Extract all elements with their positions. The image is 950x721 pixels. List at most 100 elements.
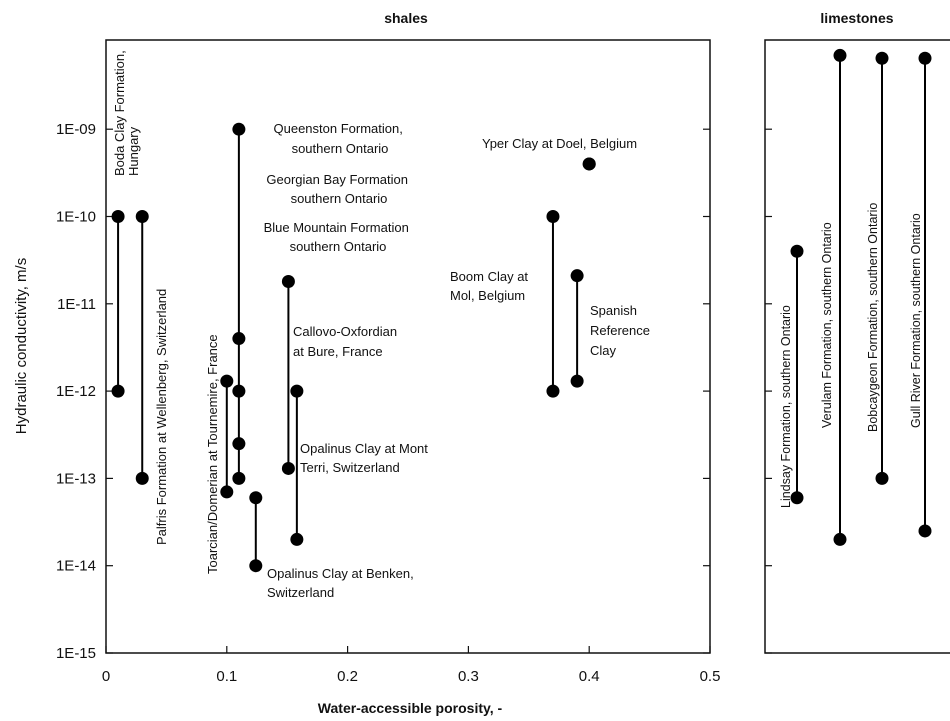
georgian-label: Georgian Bay Formation southern Ontario <box>266 172 411 206</box>
data-point <box>790 491 804 505</box>
x-tick-label: 0 <box>102 668 110 685</box>
limestone-range <box>790 244 804 505</box>
data-point <box>582 157 596 171</box>
data-point <box>111 210 125 223</box>
lindsay-label: Lindsay Formation, southern Ontario <box>779 305 793 508</box>
gullriver-label: Gull River Formation, southern Ontario <box>909 213 923 428</box>
x-tick-label: 0.2 <box>337 668 358 685</box>
data-point <box>570 269 584 283</box>
data-point <box>875 471 889 485</box>
shale-range <box>290 384 304 546</box>
limestones-title: limestones <box>820 10 893 26</box>
data-point <box>570 374 584 388</box>
callovo-label-line2: at Bure, France <box>293 344 383 359</box>
data-point <box>135 471 149 485</box>
georgian-label-line2: southern Ontario <box>291 191 388 206</box>
y-tick-label: 1E-10 <box>56 209 96 226</box>
data-point <box>232 471 246 485</box>
data-point <box>220 374 234 388</box>
shale-range <box>232 122 246 485</box>
data-point <box>111 384 125 398</box>
palfris-label: Palfris Formation at Wellenberg, Switzer… <box>154 289 169 545</box>
callovo-label: Callovo-Oxfordian at Bure, France <box>293 324 401 359</box>
limestones-plot-frame <box>764 39 950 654</box>
x-tick-label: 0.3 <box>458 668 479 685</box>
data-point <box>135 210 149 223</box>
y-tick-label: 1E-15 <box>56 645 96 662</box>
shale-range <box>281 275 295 475</box>
shales-plot-frame <box>105 39 711 654</box>
bluemountain-label-line2: southern Ontario <box>290 239 387 254</box>
shale-range <box>546 210 560 398</box>
opalinus-mt-label-line1: Opalinus Clay at Mont <box>300 441 428 456</box>
callovo-label-line1: Callovo-Oxfordian <box>293 324 397 339</box>
shale-range <box>135 210 149 485</box>
data-point <box>249 559 263 573</box>
toarcian-label: Toarcian/Domerian at Tournemire, France <box>205 334 220 574</box>
data-point <box>546 210 560 223</box>
spanish-label-line1: Spanish <box>590 303 637 318</box>
opalinus-mt-label: Opalinus Clay at Mont Terri, Switzerland <box>300 441 432 475</box>
verulam-label: Verulam Formation, southern Ontario <box>820 222 834 428</box>
data-point <box>875 51 889 65</box>
x-tick-label: 0.4 <box>579 668 600 685</box>
x-axis-label: Water-accessible porosity, - <box>318 700 503 716</box>
queenston-label: Queenston Formation, southern Ontario <box>274 121 407 156</box>
y-tick-label: 1E-13 <box>56 470 96 487</box>
boda-label-line2: Hungary <box>126 126 141 176</box>
opalinus-bk-label: Opalinus Clay at Benken, Switzerland <box>267 566 417 600</box>
shale-range <box>570 269 584 388</box>
opalinus-bk-label-line2: Switzerland <box>267 585 334 600</box>
bobcaygeon-label: Bobcaygeon Formation, southern Ontario <box>866 203 880 432</box>
spanish-label-line3: Clay <box>590 343 617 358</box>
data-point <box>290 384 304 398</box>
limestones-annotations: Lindsay Formation, southern Ontario Veru… <box>779 203 923 508</box>
yper-label: Yper Clay at Doel, Belgium <box>482 136 637 151</box>
y-axis-label: Hydraulic conductivity, m/s <box>13 258 30 434</box>
shale-range <box>220 374 234 499</box>
data-point <box>249 491 263 505</box>
y-tick-label: 1E-09 <box>56 121 96 138</box>
y-tick-label: 1E-14 <box>56 558 96 575</box>
bluemountain-label: Blue Mountain Formation southern Ontario <box>264 220 413 254</box>
shales-title: shales <box>384 10 428 26</box>
data-point <box>232 122 246 136</box>
y-tick-label: 1E-12 <box>56 383 96 400</box>
data-point <box>833 48 847 62</box>
limestones-series <box>790 48 932 546</box>
data-point <box>833 532 847 546</box>
queenston-label-line2: southern Ontario <box>292 141 389 156</box>
opalinus-mt-label-line2: Terri, Switzerland <box>300 460 400 475</box>
queenston-label-line1: Queenston Formation, <box>274 121 403 136</box>
data-point <box>281 275 295 289</box>
y-tick-label: 1E-11 <box>57 296 96 313</box>
boom-label-line2: Mol, Belgium <box>450 288 525 303</box>
opalinus-bk-label-line1: Opalinus Clay at Benken, <box>267 566 414 581</box>
spanish-label-line2: Reference <box>590 323 650 338</box>
data-point <box>232 332 246 346</box>
axis-ticks: 0 0.1 0.2 0.3 0.4 0.5 1E-15 1E-14 1E-13 1E-12 1E-1… <box>56 121 772 685</box>
data-point <box>790 244 804 258</box>
limestone-range <box>833 48 847 546</box>
limestone-range <box>875 51 889 485</box>
x-tick-label: 0.1 <box>216 668 237 685</box>
data-point <box>918 524 932 538</box>
shale-range <box>111 210 125 398</box>
spanish-label: Spanish Reference Clay <box>590 303 654 358</box>
data-point <box>290 532 304 546</box>
bluemountain-label-line1: Blue Mountain Formation <box>264 220 409 235</box>
data-point <box>546 384 560 398</box>
data-point <box>220 485 234 499</box>
shales-series <box>111 122 596 573</box>
boda-label-line1: Boda Clay Formation, <box>112 50 127 176</box>
boda-label: Boda Clay Formation, Hungary <box>112 47 141 176</box>
data-point <box>281 461 295 475</box>
shale-range <box>249 491 263 573</box>
shale-range <box>582 157 596 171</box>
data-point <box>232 437 246 451</box>
data-point <box>918 51 932 65</box>
boom-label: Boom Clay at Mol, Belgium <box>450 269 532 303</box>
georgian-label-line1: Georgian Bay Formation <box>266 172 408 187</box>
data-point <box>232 384 246 398</box>
